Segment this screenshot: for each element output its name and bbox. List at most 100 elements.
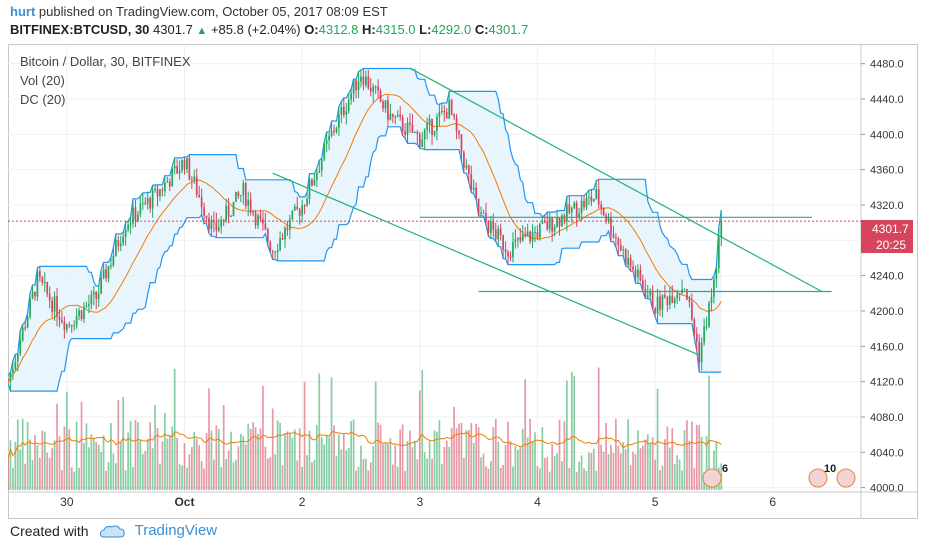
us-flag-event-icon[interactable] <box>808 468 828 488</box>
volume-bar <box>504 445 507 490</box>
candle-body <box>416 131 419 135</box>
volume-bar <box>156 428 159 490</box>
candle-body <box>232 201 235 217</box>
volume-bar <box>7 458 9 490</box>
volume-bar <box>137 422 139 490</box>
volume-bar <box>401 424 404 490</box>
volume-bar <box>512 466 514 490</box>
candle-body <box>112 255 115 266</box>
candle-body <box>389 113 392 120</box>
volume-bar <box>453 406 455 490</box>
volume-bar <box>279 422 281 490</box>
y-tick-label: 4120.0 <box>870 377 904 389</box>
price-chart-svg[interactable]: 4000.0 4040.0 4080.0 4120.0 4160.0 4200.0 4240… <box>7 44 918 519</box>
candle-body <box>139 203 142 215</box>
candle-body <box>355 79 357 91</box>
candle-body <box>7 381 9 383</box>
y-tick-label: 4160.0 <box>870 341 904 353</box>
candle-body <box>347 99 350 112</box>
candle-body <box>651 291 654 309</box>
x-tick-label: 2 <box>299 495 306 509</box>
volume-bar <box>610 444 612 490</box>
candle-body <box>367 76 370 89</box>
volume-bar <box>9 440 12 490</box>
candle-body <box>421 139 424 148</box>
candle-body <box>36 271 39 297</box>
candle-body <box>159 189 161 197</box>
candle-body <box>487 222 490 233</box>
chart-area[interactable]: 4000.0 4040.0 4080.0 4120.0 4160.0 4200.0 4240… <box>7 44 918 519</box>
volume-bar <box>666 426 669 490</box>
candle-body <box>90 294 93 305</box>
volume-bar <box>367 470 370 490</box>
candle-body <box>372 86 375 92</box>
candle-body <box>676 294 679 299</box>
candle-body <box>475 187 478 199</box>
volume-bar <box>41 430 44 490</box>
volume-bar <box>691 421 693 490</box>
candle-body <box>195 176 198 196</box>
candle-body <box>551 217 554 232</box>
candle-body <box>568 204 571 213</box>
close-label: C: <box>474 22 489 37</box>
legend-vol[interactable]: Vol (20) <box>20 73 65 88</box>
candle-body <box>102 269 105 278</box>
volume-bar <box>213 459 215 490</box>
volume-bar <box>617 445 620 490</box>
volume-bar <box>311 462 313 490</box>
volume-bar <box>107 462 110 490</box>
candle-body <box>369 88 372 92</box>
volume-bar <box>141 453 144 490</box>
volume-bar <box>566 380 568 490</box>
volume-bar <box>534 432 536 490</box>
symbol-label: BITFINEX:BTCUSD, 30 <box>10 22 150 37</box>
candle-body <box>521 234 524 241</box>
volume-bar <box>117 400 120 490</box>
volume-bar <box>92 437 95 490</box>
legend-dc[interactable]: DC (20) <box>20 92 66 107</box>
candle-body <box>472 187 475 190</box>
volume-bar <box>396 466 399 490</box>
candle-body <box>597 189 600 205</box>
us-flag-event-icon[interactable] <box>702 468 722 488</box>
volume-bar <box>431 458 433 490</box>
volume-bar <box>467 430 470 490</box>
candle-body <box>710 296 713 303</box>
volume-bar <box>664 439 666 490</box>
tradingview-logo-text[interactable]: TradingView <box>134 522 218 539</box>
candle-body <box>200 196 203 208</box>
candle-body <box>168 181 171 187</box>
volume-bar <box>186 467 188 490</box>
volume-bar <box>418 390 421 490</box>
volume-bar <box>95 442 98 490</box>
candle-body <box>48 293 51 301</box>
author-link[interactable]: hurt <box>10 4 36 19</box>
candle-body <box>274 252 277 254</box>
us-flag-event-icon[interactable] <box>836 468 856 488</box>
volume-bar <box>497 441 500 490</box>
volume-bar <box>624 449 627 490</box>
candle-body <box>266 229 269 242</box>
chart-legend: Bitcoin / Dollar, 30, BITFINEX Vol (20) … <box>20 52 191 109</box>
candle-body <box>124 229 127 237</box>
y-tick-label: 4240.0 <box>870 271 904 283</box>
volume-bar <box>414 440 416 490</box>
volume-ma-line <box>7 431 722 459</box>
volume-bar <box>681 470 683 490</box>
candle-body <box>541 221 544 224</box>
volume-bar <box>308 430 311 490</box>
candle-body <box>683 289 686 291</box>
volume-bar <box>659 470 661 490</box>
candle-body <box>328 135 330 141</box>
volume-bar <box>639 448 642 490</box>
volume-bar <box>480 457 482 490</box>
volume-bar <box>274 454 277 490</box>
y-tick-label: 4360.0 <box>870 165 904 177</box>
candle-body <box>342 106 345 115</box>
candle-body <box>661 294 664 310</box>
volume-bar <box>24 463 27 490</box>
volume-bar <box>166 438 169 490</box>
volume-bar <box>276 420 279 490</box>
candle-body <box>450 99 453 115</box>
volume-bar <box>436 431 438 490</box>
